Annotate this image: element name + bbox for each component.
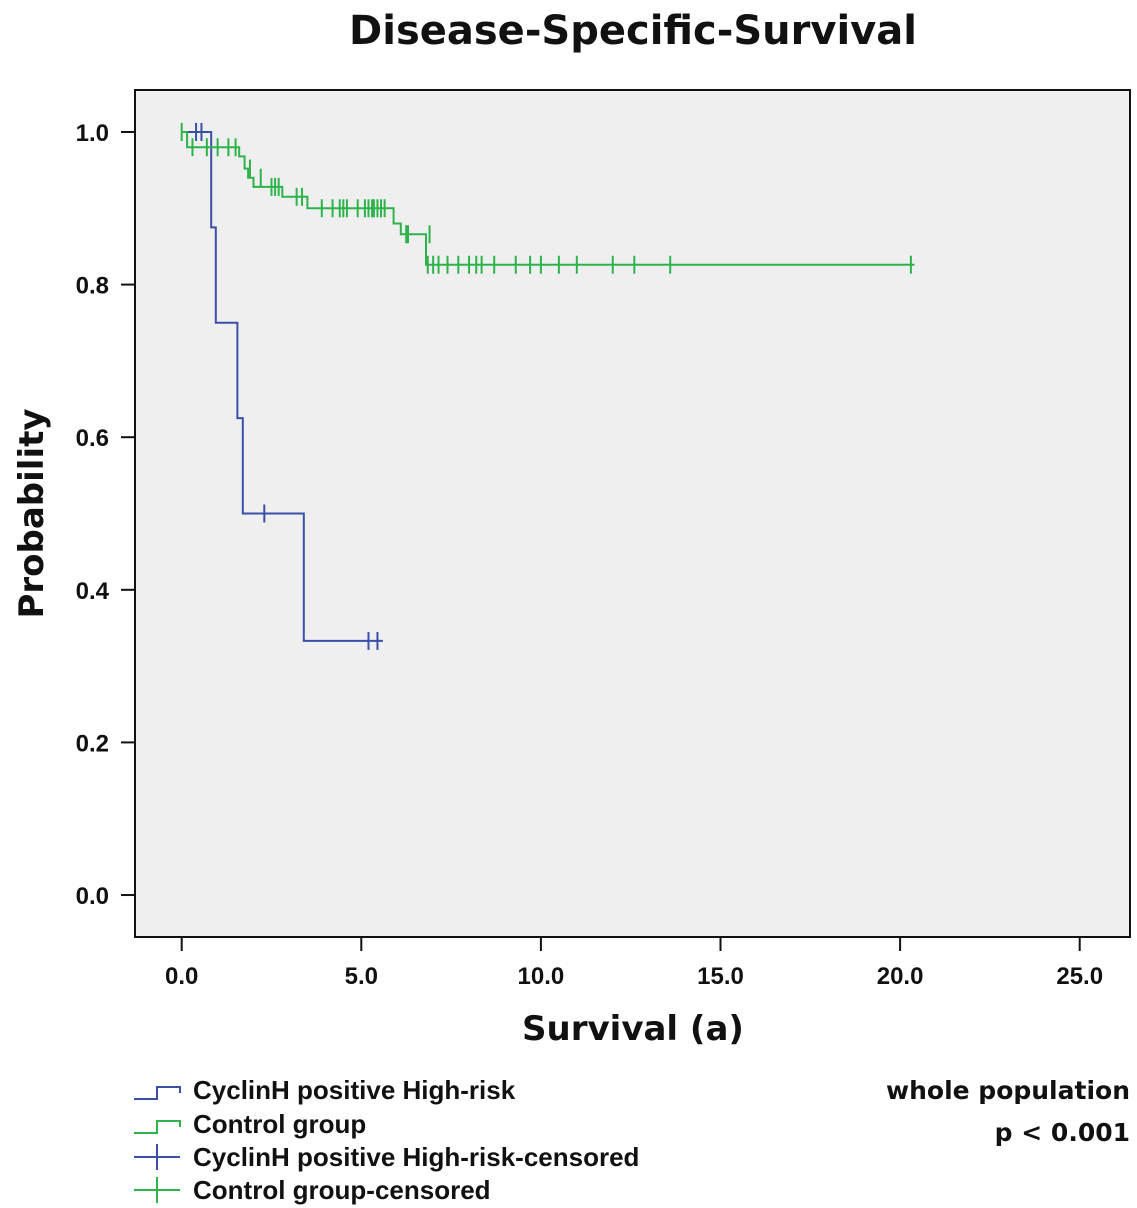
y-tick-label: 0.6 [76,425,109,452]
legend-item: CyclinH positive High-risk-censored [134,1142,639,1172]
x-tick-label: 25.0 [1056,963,1103,990]
y-tick-label: 1.0 [76,120,109,147]
legend-label: CyclinH positive High-risk [193,1075,516,1105]
x-tick-label: 15.0 [697,963,744,990]
y-tick-label: 0.8 [76,273,109,300]
legend-item: Control group [134,1109,366,1139]
y-tick-label: 0.4 [76,578,110,605]
legend-label: CyclinH positive High-risk-censored [193,1142,639,1172]
x-tick-label: 20.0 [877,963,924,990]
y-axis-title: Probability [12,408,52,618]
survival-step-line [181,131,915,266]
x-tick-label: 10.0 [518,963,565,990]
legend-label: Control group [193,1109,366,1139]
legend-line-swatch [134,1120,181,1134]
legend-item: Control group-censored [134,1175,491,1205]
x-axis-title: Survival (a) [522,1009,744,1049]
series-layer [180,122,915,650]
chart-title: Disease-Specific-Survival [349,8,917,54]
legend-label: Control group-censored [193,1175,491,1205]
y-tick-label: 0.2 [76,730,109,757]
series-control-group [180,122,915,274]
x-axis: 0.0 5.0 10.0 15.0 20.0 25.0 [165,937,1103,990]
x-tick-label: 5.0 [345,963,378,990]
y-tick-label: 0.0 [76,883,109,910]
survival-step-line [181,131,383,642]
legend-line-swatch [134,1086,181,1100]
legend-item: CyclinH positive High-risk [134,1075,516,1105]
y-axis: 0.0 0.2 0.4 0.6 0.8 1.0 [76,120,135,910]
population-note: whole population [886,1076,1130,1105]
x-tick-label: 0.0 [165,963,198,990]
series-cyclinh-high-risk [181,122,383,650]
p-value-note: p < 0.001 [995,1118,1130,1147]
